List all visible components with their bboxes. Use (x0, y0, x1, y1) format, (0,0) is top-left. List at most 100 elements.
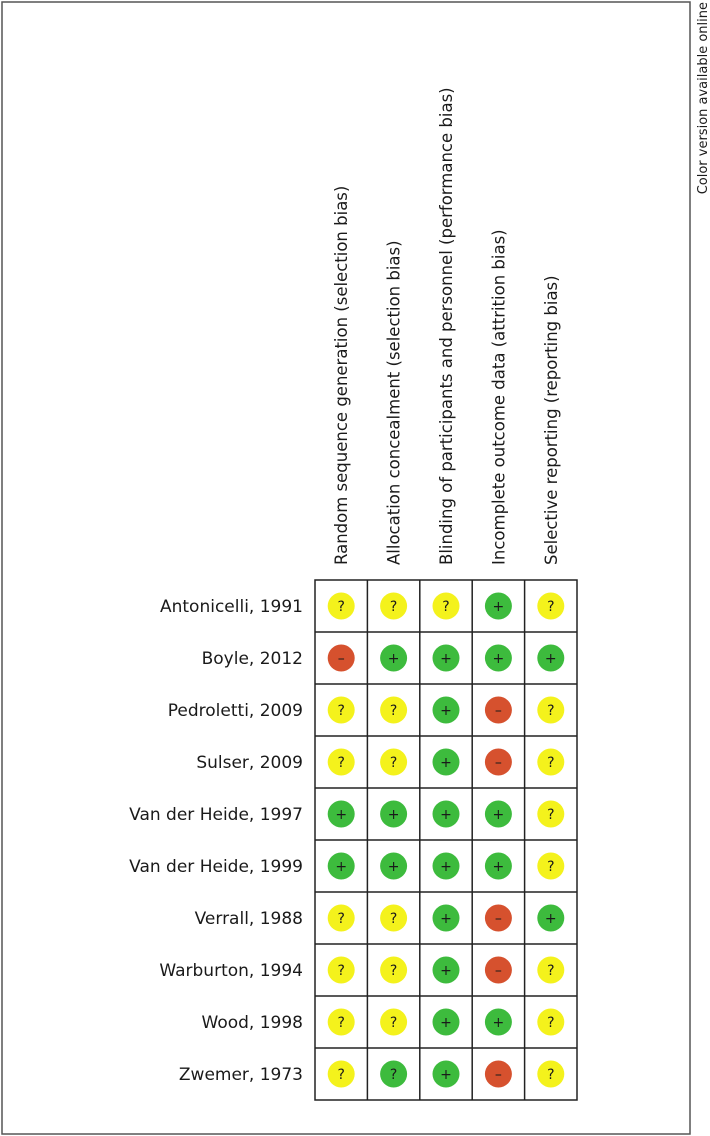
judgement-symbol: + (440, 1015, 452, 1031)
judgement-circle (432, 748, 460, 776)
judgement-symbol: + (335, 859, 347, 875)
judgement-symbol: ? (390, 1015, 397, 1031)
judgement-symbol: ? (547, 1067, 554, 1083)
judgement-symbol: ? (337, 1067, 344, 1083)
study-label: Warburton, 1994 (159, 961, 303, 981)
study-label: Boyle, 2012 (202, 649, 303, 669)
judgement-symbol: ? (337, 599, 344, 615)
judgement-symbol: + (440, 755, 452, 771)
judgement-circle (432, 1060, 460, 1088)
judgement-circle (380, 904, 408, 932)
judgement-circle (432, 696, 460, 724)
judgement-symbol: + (440, 911, 452, 927)
judgement-circle (432, 644, 460, 672)
study-label: Sulser, 2009 (196, 753, 303, 773)
study-label: Wood, 1998 (202, 1013, 303, 1033)
study-label: Pedroletti, 2009 (168, 701, 303, 721)
judgement-symbol: ? (337, 1015, 344, 1031)
study-label: Zwemer, 1973 (179, 1065, 303, 1085)
column-header: Incomplete outcome data (attrition bias) (489, 229, 508, 565)
judgement-circle (380, 696, 408, 724)
judgement-symbol: ? (337, 911, 344, 927)
judgement-circle (484, 800, 512, 828)
judgement-symbol: ? (547, 1015, 554, 1031)
judgement-symbol: ? (390, 755, 397, 771)
judgement-symbol: ? (337, 703, 344, 719)
judgement-circle (484, 592, 512, 620)
judgement-circle (537, 1060, 565, 1088)
judgement-circle (484, 904, 512, 932)
study-label: Antonicelli, 1991 (160, 597, 303, 617)
judgement-symbol: + (335, 807, 347, 823)
figure-border (1, 1, 691, 1135)
judgement-symbol: ? (547, 807, 554, 823)
judgement-circle (432, 800, 460, 828)
judgement-circle (484, 644, 512, 672)
judgement-symbol: + (493, 859, 505, 875)
judgement-circle (327, 1060, 355, 1088)
judgement-circle (327, 592, 355, 620)
judgement-circle (537, 956, 565, 984)
judgement-circle (432, 592, 460, 620)
judgement-symbol: + (388, 651, 400, 667)
judgement-circle (327, 1008, 355, 1036)
judgement-circle (537, 800, 565, 828)
judgement-circle (380, 748, 408, 776)
judgement-circle (537, 852, 565, 880)
judgement-symbol: ? (390, 1067, 397, 1083)
judgement-circle (380, 956, 408, 984)
judgement-circle (484, 852, 512, 880)
judgement-symbol: + (545, 651, 557, 667)
judgement-circle (327, 956, 355, 984)
judgement-symbol: ? (337, 755, 344, 771)
judgement-symbol: + (440, 651, 452, 667)
judgement-circle (432, 956, 460, 984)
judgement-symbol: – (495, 963, 502, 979)
judgement-circle (380, 644, 408, 672)
judgement-symbol: – (495, 911, 502, 927)
judgement-circle (380, 800, 408, 828)
column-header: Blinding of participants and personnel (… (437, 87, 456, 565)
judgement-symbol: + (493, 807, 505, 823)
judgement-circle (327, 696, 355, 724)
judgement-symbol: – (495, 755, 502, 771)
judgement-circle (380, 852, 408, 880)
judgement-circle (327, 748, 355, 776)
judgement-circle (484, 956, 512, 984)
judgement-circle (537, 904, 565, 932)
judgement-symbol: + (440, 807, 452, 823)
judgement-circle (380, 592, 408, 620)
judgement-circle (537, 1008, 565, 1036)
judgement-circle (484, 1008, 512, 1036)
judgement-symbol: ? (337, 963, 344, 979)
judgement-circle (380, 1060, 408, 1088)
judgement-symbol: + (493, 1015, 505, 1031)
judgement-circle (537, 696, 565, 724)
judgement-circle (484, 1060, 512, 1088)
column-header: Allocation concealment (selection bias) (385, 240, 404, 565)
judgement-circle (537, 644, 565, 672)
judgement-circle (327, 800, 355, 828)
judgement-circle (537, 592, 565, 620)
judgement-symbol: + (440, 963, 452, 979)
judgement-symbol: – (495, 703, 502, 719)
judgement-circle (327, 644, 355, 672)
judgement-symbol: + (388, 807, 400, 823)
judgement-symbol: ? (442, 599, 449, 615)
judgement-symbol: ? (547, 703, 554, 719)
judgement-symbol: ? (547, 859, 554, 875)
side-note: Color version available online (696, 2, 710, 194)
judgement-circle (484, 696, 512, 724)
judgement-symbol: + (440, 703, 452, 719)
judgement-circle (537, 748, 565, 776)
column-header: Selective reporting (reporting bias) (542, 275, 561, 565)
judgement-symbol: – (495, 1067, 502, 1083)
judgement-circle (432, 852, 460, 880)
study-label: Verrall, 1988 (195, 909, 303, 929)
study-label: Van der Heide, 1997 (129, 805, 303, 825)
judgement-symbol: ? (547, 599, 554, 615)
judgement-symbol: + (388, 859, 400, 875)
judgement-symbol: ? (390, 963, 397, 979)
judgement-symbol: + (493, 651, 505, 667)
